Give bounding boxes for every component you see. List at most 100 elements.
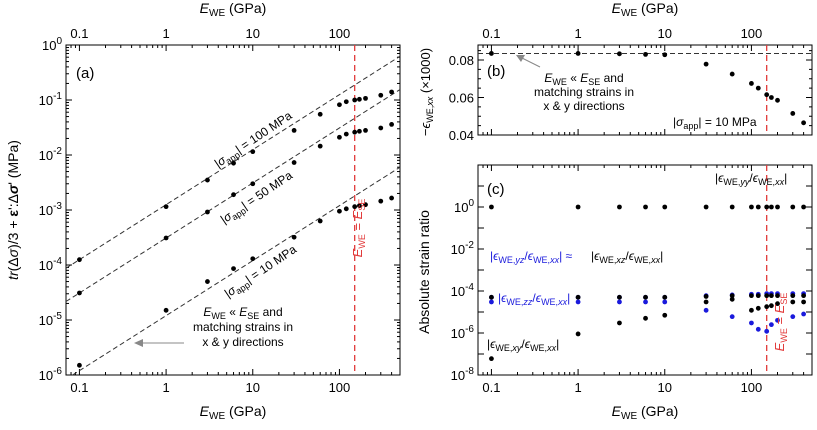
panel-a-point: [363, 202, 368, 208]
panel-a-xtick-label-top: 10: [246, 26, 260, 41]
panel-c-xlabel: EWE (GPa): [612, 403, 679, 422]
panel-a-point: [337, 208, 342, 214]
panel-a-ytick-label: 10-1: [39, 91, 63, 108]
panel-a-point: [250, 149, 256, 155]
panel-a-label-10mpa: |σapp| = 10 MPa: [222, 242, 300, 302]
panel-a-xtick-label-bottom: 0.1: [70, 380, 88, 395]
panel-b-point: [703, 61, 709, 67]
panel-c-point: [755, 293, 761, 299]
panel-c-point: [775, 293, 780, 299]
panel-c-point: [662, 294, 668, 300]
panel-c-point: [801, 204, 807, 210]
panel-b-point: [775, 97, 780, 103]
panel-a-point: [352, 204, 358, 210]
panel-c-point: [575, 204, 581, 210]
panel-a-point: [163, 235, 169, 241]
panel-c-point: [729, 204, 735, 210]
panel-a-ytick-label: 10-2: [39, 146, 63, 163]
panel-b-point: [643, 51, 648, 57]
panel-a-point: [389, 89, 395, 95]
panel-b-ticks: 0.1 1 10 100 0.04 0.06 0.08: [449, 26, 813, 143]
panel-c-point: [768, 322, 774, 328]
panel-b: 0.1 1 10 100 0.04 0.06 0.08 (b) EWE (GPa) −ϵWE…: [418, 0, 813, 143]
panel-c-point: [643, 299, 648, 305]
panel-a-xtick-label-top: 1: [162, 26, 169, 41]
panel-a-point: [291, 128, 297, 133]
panel-b-xtick-label-top: 100: [741, 26, 763, 41]
panel-b-xtick-label-top: 0.1: [482, 26, 500, 41]
panel-c-point: [801, 293, 807, 299]
panel-c-label: (c): [487, 181, 505, 198]
panel-b-lines: [478, 45, 812, 135]
panel-c-xtick-label-bottom: 0.1: [482, 380, 500, 395]
panel-c-point: [749, 293, 754, 299]
panel-a-ytick-label: 10-3: [39, 201, 63, 218]
panel-c-point: [643, 294, 648, 300]
panel-a-point: [378, 125, 384, 131]
panel-a-annotation-arrowhead: [134, 339, 143, 347]
panel-a-point: [205, 177, 210, 183]
panel-c-xtick-label-bottom: 1: [574, 380, 581, 395]
panel-a-xtick-label-bottom: 1: [162, 380, 169, 395]
panel-c-xtick-label-bottom: 100: [741, 380, 763, 395]
panel-a-point: [356, 128, 362, 134]
panel-c-ylabel: Absolute strain ratio: [416, 210, 432, 334]
panel-a-point: [352, 129, 358, 135]
panel-b-point: [749, 81, 754, 86]
panel-a: 0.1 0.1 1 1 10 10 100 100 10-6 10-5 10-4 10-3 10-2 10…: [5, 0, 401, 422]
panel-c-point: [617, 299, 622, 305]
panel-c-point: [662, 312, 668, 318]
panel-b-ytick-label: 0.06: [449, 91, 474, 106]
panel-a-xtick-label-bottom: 100: [329, 380, 351, 395]
panel-c-point: [768, 303, 774, 309]
panel-c-point: [801, 311, 807, 317]
panel-a-vline-label: EWE = ESE: [350, 199, 367, 258]
panel-b-point: [575, 51, 581, 56]
panel-a-annotation-line2: matching strains in: [193, 320, 293, 334]
panel-a-annotation-line1: EWE « ESE and: [203, 305, 282, 321]
panel-c-point: [755, 204, 761, 210]
panel-b-point: [768, 95, 774, 100]
panel-c-point: [790, 293, 796, 299]
panel-c-ytick-label: 10-6: [451, 324, 475, 341]
panel-a-point: [77, 290, 82, 296]
panel-c-point: [768, 293, 774, 299]
panel-a-annotation-line3: x & y directions: [202, 335, 283, 349]
panel-c-point: [801, 299, 807, 305]
panel-b-annotation: EWE « ESE and matching strains in x & y …: [516, 55, 634, 113]
panel-a-point: [337, 134, 342, 140]
panel-c-point: [790, 314, 796, 320]
panel-a-ytick-label: 10-5: [39, 311, 63, 328]
panel-c-point: [790, 204, 796, 210]
panel-c-point: [775, 204, 780, 210]
panel-a-point: [250, 256, 256, 262]
panel-a-points: [77, 89, 395, 368]
panel-c-point: [775, 301, 780, 307]
panel-a-ytick-label: 10-4: [39, 256, 63, 273]
panel-c-point: [575, 299, 581, 305]
panel-c-point: [662, 299, 668, 305]
panel-c-xtick-label-bottom: 10: [658, 380, 672, 395]
panel-b-annotation-line3: x & y directions: [543, 99, 624, 113]
panel-b-point: [755, 85, 761, 91]
panel-b-point: [662, 52, 668, 58]
panel-c-point: [703, 307, 709, 313]
panel-a-point: [343, 99, 349, 105]
panel-a-point: [356, 96, 362, 102]
panel-c-label-zz: |ϵWE,zz/ϵWE,xx|: [498, 291, 570, 307]
panel-b-point: [764, 92, 770, 98]
panel-a-reference-line: [65, 89, 401, 302]
panel-a-point: [231, 192, 236, 198]
panel-b-ytick-label: 0.08: [449, 53, 474, 68]
panel-a-point: [389, 122, 395, 127]
panel-a-point: [337, 102, 342, 108]
panel-c-point: [729, 293, 735, 299]
panel-a-point: [317, 218, 323, 224]
panel-a-point: [205, 209, 210, 215]
panel-c-label-yy: |ϵWE,yy/ϵWE,xx|: [715, 171, 787, 187]
panel-c-ytick-label: 10-8: [451, 366, 475, 383]
panel-a-point: [317, 111, 323, 117]
panel-a-ytick-label: 10-6: [39, 366, 63, 383]
panel-b-point: [790, 111, 796, 116]
panel-c-point: [489, 294, 494, 300]
